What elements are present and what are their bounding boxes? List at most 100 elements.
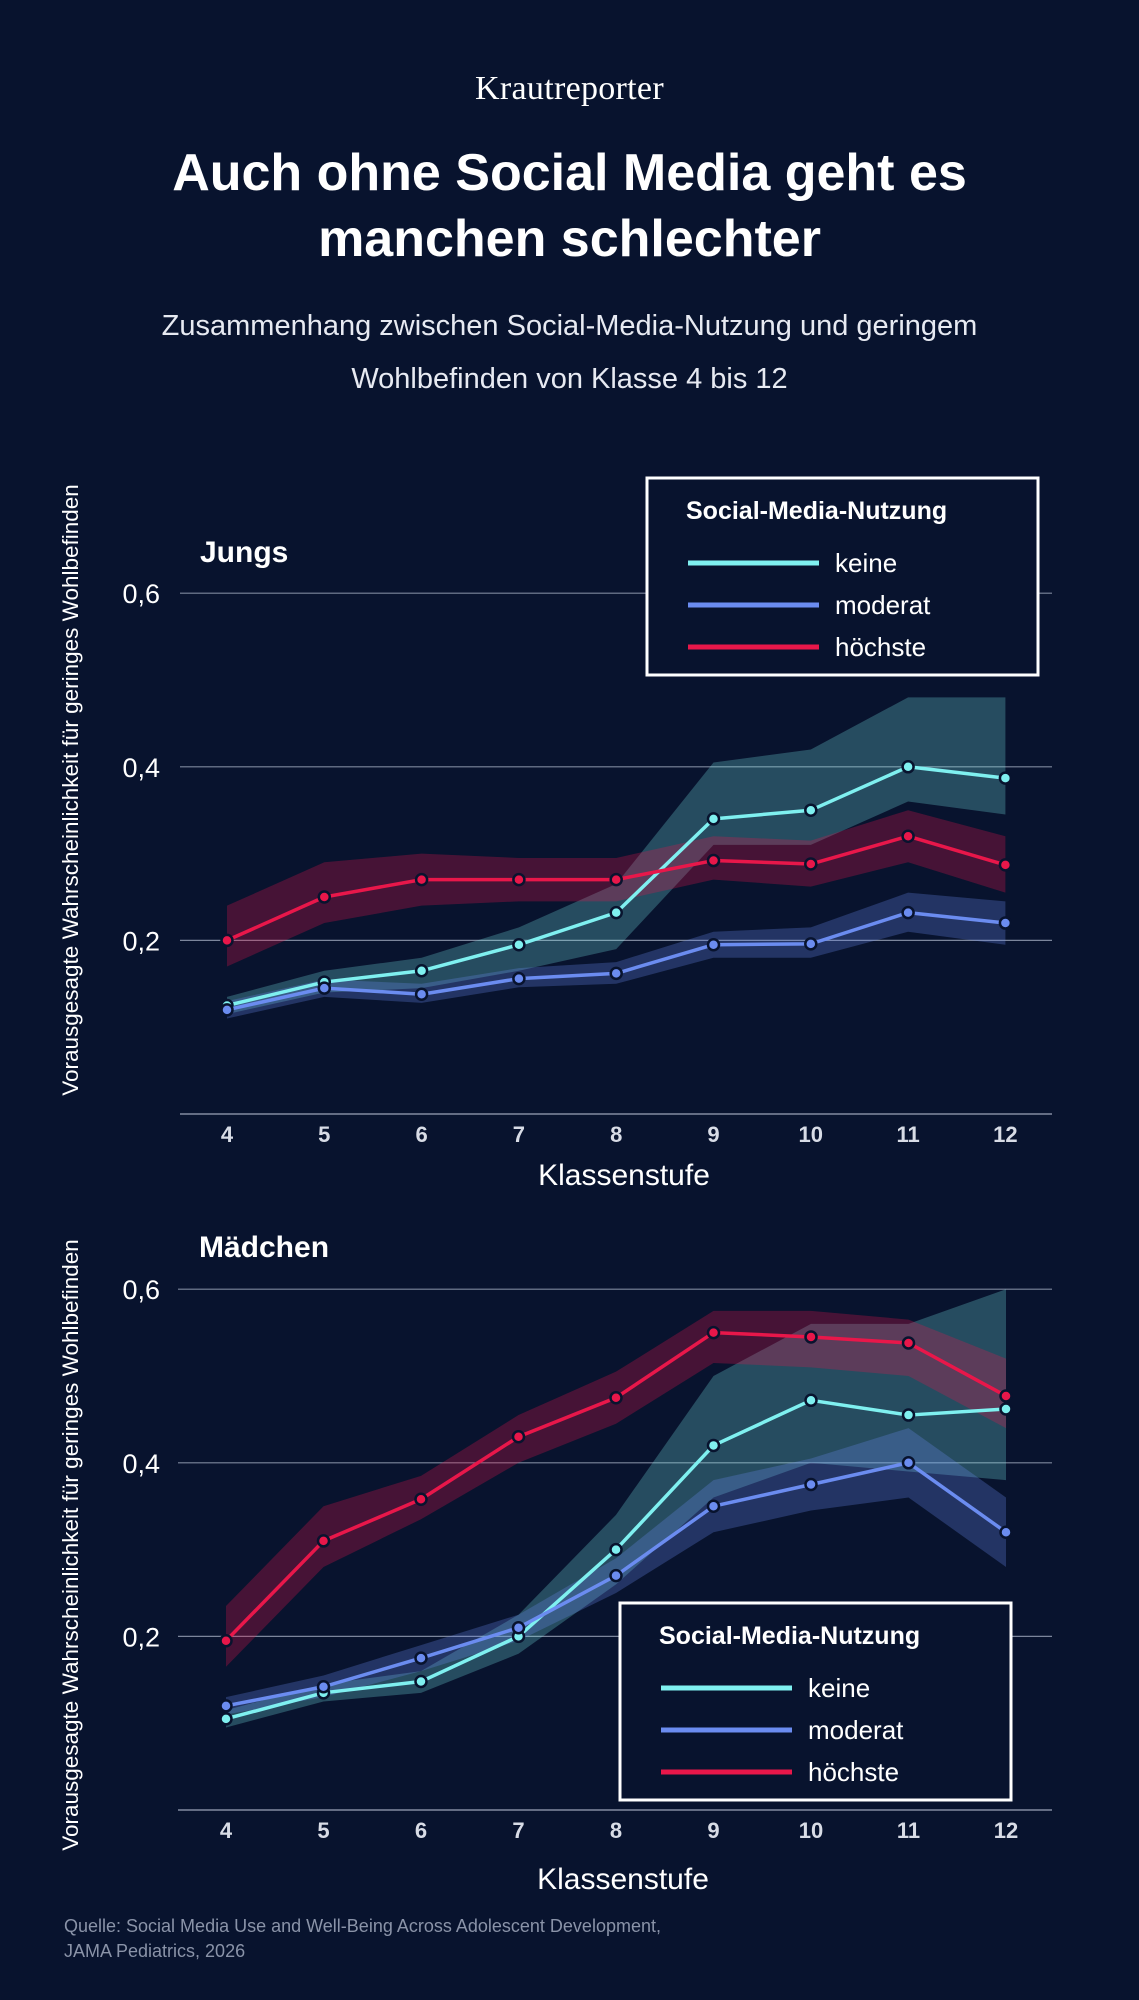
x-tick-label: 5: [318, 1122, 330, 1147]
data-point-hoechste: [414, 1492, 428, 1507]
x-tick-label: 4: [221, 1122, 234, 1147]
legend: Social-Media-Nutzung keine moderat höchste: [645, 476, 1040, 677]
legend: Social-Media-Nutzung keine moderat höchste: [618, 1601, 1013, 1802]
chart-title: Mädchen: [199, 1231, 329, 1264]
x-axis-label: Klassenstufe: [537, 1863, 709, 1896]
legend-label-hoechste: höchste: [835, 632, 926, 662]
x-tick-label: 10: [799, 1122, 823, 1147]
data-point-moderat: [512, 971, 526, 986]
confidence-band-moderat: [227, 892, 1006, 1019]
data-point-moderat: [511, 1620, 526, 1635]
x-tick-label: 7: [513, 1122, 525, 1147]
data-point-keine: [414, 1674, 428, 1689]
data-point-hoechste: [804, 857, 818, 871]
x-tick-label: 11: [897, 1818, 920, 1843]
data-point-moderat: [220, 1003, 234, 1017]
y-axis-label: Vorausgesagte Wahrscheinlichkeit für ger…: [58, 1239, 83, 1851]
data-point-keine: [512, 937, 526, 952]
x-tick-label: 8: [610, 1818, 622, 1843]
data-point-hoechste: [706, 853, 721, 868]
data-point-keine: [414, 964, 429, 978]
data-point-hoechste: [414, 872, 429, 887]
x-tick-label: 10: [799, 1818, 823, 1843]
legend-title: Social-Media-Nutzung: [659, 1622, 920, 1650]
data-point-keine: [998, 771, 1013, 785]
data-point-hoechste: [317, 890, 332, 904]
chart-title: Jungs: [200, 536, 288, 569]
data-point-moderat: [998, 916, 1013, 930]
x-tick-label: 4: [220, 1818, 233, 1843]
data-point-keine: [901, 1408, 916, 1422]
x-tick-label: 9: [707, 1818, 719, 1843]
data-point-keine: [706, 812, 721, 826]
data-point-moderat: [316, 1679, 331, 1694]
chart-panel-maedchen: Mädchen 0,2 0,4 0,6 4 5 6 7 8 9 10 11 12 Klassenstufe…: [58, 1231, 1052, 1896]
y-axis-label: Vorausgesagte Wahrscheinlichkeit für ger…: [58, 484, 83, 1096]
confidence-band-hoechste: [226, 1310, 1006, 1667]
data-point-hoechste: [511, 1430, 526, 1444]
x-tick-label: 6: [415, 1122, 427, 1147]
data-point-moderat: [999, 1525, 1013, 1539]
data-point-hoechste: [220, 933, 234, 948]
data-point-hoechste: [609, 1390, 623, 1405]
data-point-moderat: [804, 937, 818, 951]
brand-logo: Krautreporter: [475, 70, 664, 107]
data-point-hoechste: [901, 829, 915, 843]
data-point-moderat: [901, 905, 915, 920]
data-point-moderat: [414, 1651, 428, 1665]
data-point-keine: [609, 1542, 623, 1557]
data-point-hoechste: [609, 872, 623, 887]
data-point-keine: [706, 1438, 721, 1453]
x-tick-label: 11: [896, 1122, 919, 1147]
source-note: Quelle: Social Media Use and Well-Being …: [64, 1916, 661, 1961]
data-point-moderat: [317, 981, 332, 995]
legend-label-keine: keine: [808, 1673, 870, 1703]
data-point-hoechste: [804, 1330, 818, 1344]
data-point-hoechste: [901, 1336, 916, 1350]
data-point-keine: [901, 760, 915, 774]
legend-label-moderat: moderat: [835, 590, 931, 620]
data-point-moderat: [706, 1499, 721, 1513]
legend-label-moderat: moderat: [808, 1715, 904, 1745]
data-point-keine: [804, 803, 818, 817]
y-tick-label: 0,6: [122, 1275, 160, 1305]
data-point-keine: [804, 1393, 818, 1408]
data-point-moderat: [414, 987, 429, 1001]
x-tick-label: 6: [415, 1818, 427, 1843]
legend-box: [618, 1601, 1013, 1802]
data-point-hoechste: [219, 1633, 233, 1648]
data-point-moderat: [901, 1456, 916, 1470]
data-point-hoechste: [316, 1534, 331, 1548]
data-point-hoechste: [512, 872, 526, 887]
data-point-keine: [219, 1712, 233, 1726]
x-tick-label: 12: [994, 1818, 1018, 1843]
x-tick-label: 9: [707, 1122, 719, 1147]
page-subtitle: Zusammenhang zwischen Social-Media-Nutzu…: [161, 310, 978, 395]
chart-panel-jungs: Jungs 0,2 0,4 0,6 4 5 6 7 8 9 10 11 12 Klassenstufe Vo…: [58, 476, 1052, 1192]
y-tick-label: 0,6: [122, 579, 160, 609]
y-tick-label: 0,4: [122, 753, 160, 783]
y-tick-label: 0,2: [122, 926, 160, 956]
x-tick-label: 8: [610, 1122, 622, 1147]
data-point-moderat: [706, 937, 721, 952]
data-point-keine: [609, 905, 623, 920]
data-point-hoechste: [706, 1325, 721, 1340]
x-tick-label: 12: [993, 1122, 1017, 1147]
data-point-moderat: [804, 1477, 818, 1492]
legend-title: Social-Media-Nutzung: [686, 497, 947, 525]
y-tick-label: 0,2: [122, 1622, 160, 1652]
data-point-hoechste: [998, 858, 1013, 872]
data-point-moderat: [219, 1699, 233, 1713]
y-tick-label: 0,4: [122, 1449, 160, 1479]
legend-label-keine: keine: [835, 548, 897, 578]
data-point-moderat: [609, 1568, 623, 1583]
legend-label-hoechste: höchste: [808, 1757, 899, 1787]
confidence-band-keine: [227, 697, 1006, 1015]
data-point-keine: [999, 1402, 1013, 1416]
data-point-moderat: [609, 966, 623, 981]
confidence-band-hoechste: [227, 810, 1006, 967]
x-axis-label: Klassenstufe: [538, 1159, 710, 1192]
x-tick-label: 7: [512, 1818, 524, 1843]
x-tick-label: 5: [317, 1818, 329, 1843]
